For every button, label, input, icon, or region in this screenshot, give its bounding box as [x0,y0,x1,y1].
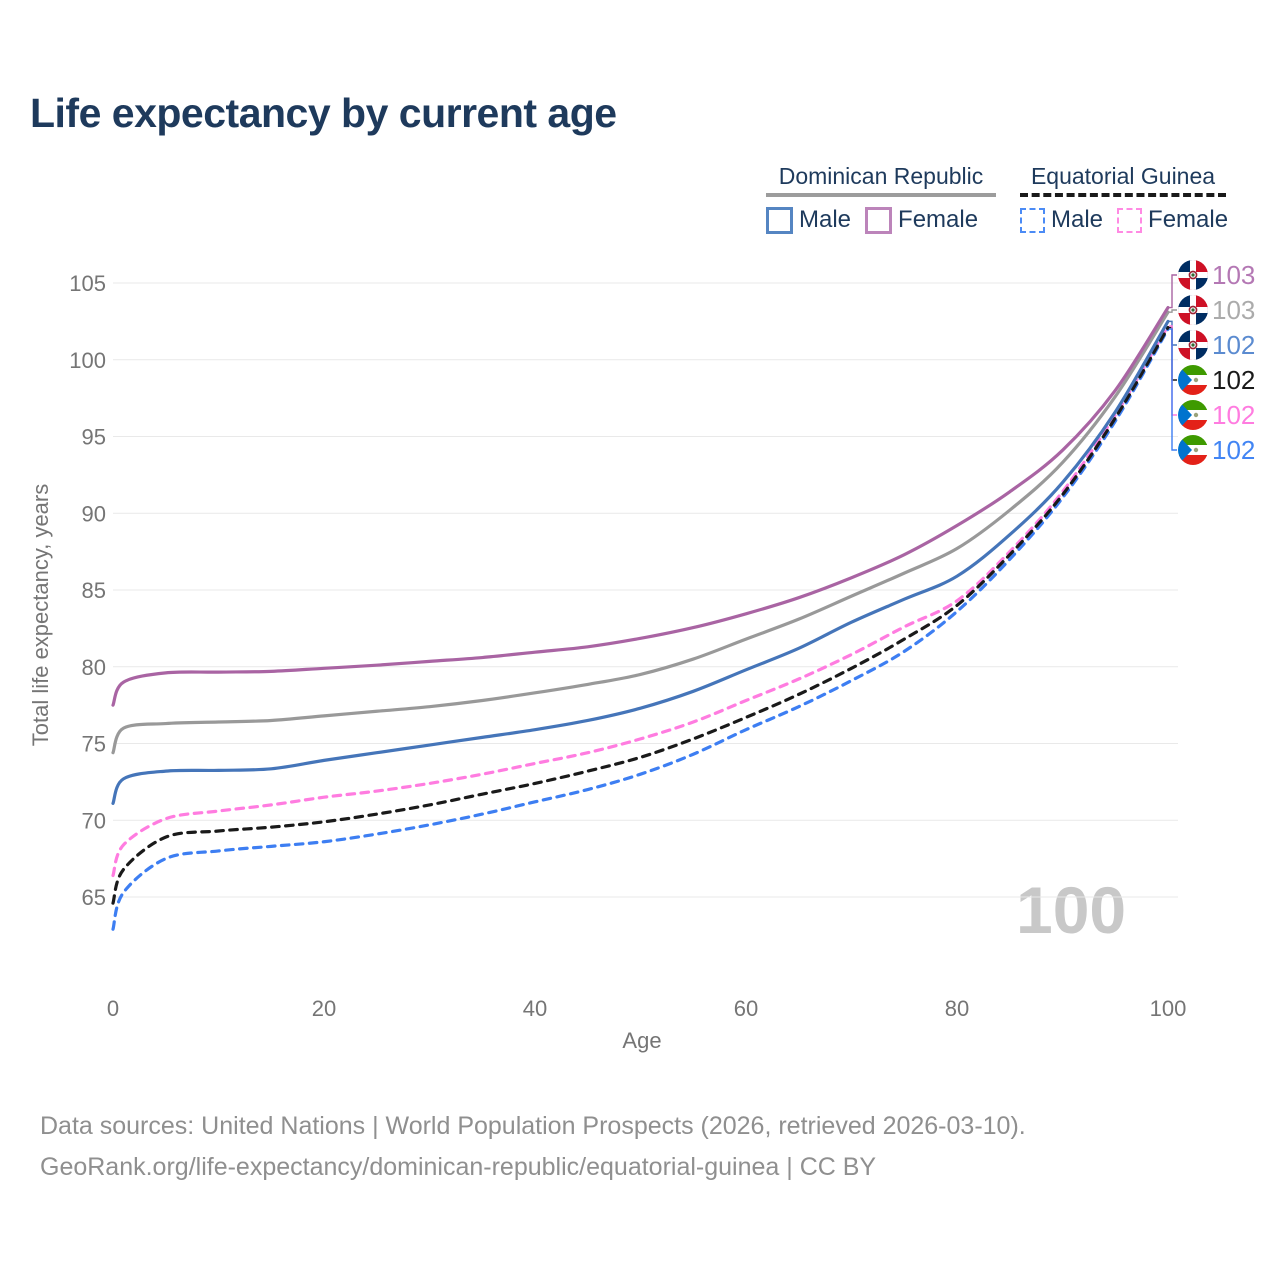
x-tick-20: 20 [312,996,336,1021]
dominican-republic-flag-icon [1178,295,1208,325]
end-label-connector-0 [1169,274,1177,309]
legend-group-title-equatorial-guinea: Equatorial Guinea [1030,163,1216,189]
series-line-0[interactable] [111,305,1170,707]
end-value-label-4: 102 [1212,400,1255,430]
legend-dashed-line-sample [1020,193,1226,197]
y-tick-95: 95 [82,425,106,450]
page-title: Life expectancy by current age [30,90,617,136]
end-label-connector-1 [1169,309,1177,313]
dominican-republic-flag-icon [1178,330,1208,360]
legend-group-equatorial-guinea: Equatorial Guinea Male Female [1020,163,1229,234]
y-tick-80: 80 [82,655,106,680]
y-tick-85: 85 [82,578,106,603]
x-tick-60: 60 [734,996,758,1021]
end-value-label-3: 102 [1212,365,1255,395]
legend-swatch-eg-female[interactable] [1117,207,1143,233]
end-value-label-2: 102 [1212,330,1255,360]
y-tick-65: 65 [82,885,106,910]
equatorial-guinea-flag-icon [1178,435,1208,465]
y-tick-90: 90 [82,501,106,526]
legend-label-eg-male[interactable]: Male [1051,206,1104,233]
x-tick-0: 0 [107,996,119,1021]
series-line-1[interactable] [111,310,1170,755]
end-value-label-1: 103 [1212,295,1255,325]
end-label-connector-4 [1169,325,1177,416]
end-label-connector-2 [1169,320,1177,346]
footer: Data sources: United Nations | World Pop… [40,1106,1026,1188]
legend-swatch-dr-female[interactable] [865,206,893,234]
series-line-5[interactable] [111,327,1170,931]
legend-swatch-eg-male[interactable] [1020,207,1045,233]
equatorial-guinea-flag-icon [1178,365,1208,395]
legend-label-eg-female[interactable]: Female [1148,206,1229,233]
x-tick-40: 40 [523,996,547,1021]
end-value-label-0: 103 [1212,260,1255,290]
legend-solid-line-sample [766,193,996,197]
legend-group-dominican-republic: Dominican Republic Male Female [766,163,996,234]
legend-label-dr-male[interactable]: Male [799,206,852,233]
y-tick-100: 100 [69,348,106,373]
x-axis-title: Age [622,1028,661,1053]
watermark-100: 100 [1016,873,1127,947]
y-tick-75: 75 [82,732,106,757]
series-line-3[interactable] [111,325,1170,905]
y-axis-title: Total life expectancy, years [28,484,53,747]
end-label-connector-5 [1169,328,1177,451]
footer-data-sources: Data sources: United Nations | World Pop… [40,1112,1026,1140]
dominican-republic-flag-icon [1178,260,1208,290]
y-tick-70: 70 [82,808,106,833]
x-tick-80: 80 [945,996,969,1021]
equatorial-guinea-flag-icon [1178,400,1208,430]
x-tick-100: 100 [1150,996,1187,1021]
legend-group-title-dominican-republic: Dominican Republic [778,163,984,189]
series-line-4[interactable] [111,324,1170,878]
legend-swatch-dr-male[interactable] [766,206,793,234]
series-line-2[interactable] [111,319,1170,805]
end-value-label-5: 102 [1212,435,1255,465]
footer-attribution-link[interactable]: GeoRank.org/life-expectancy/dominican-re… [40,1153,877,1181]
y-tick-105: 105 [69,271,106,296]
legend-label-dr-female[interactable]: Female [898,206,979,233]
end-label-connector-3 [1169,326,1177,381]
